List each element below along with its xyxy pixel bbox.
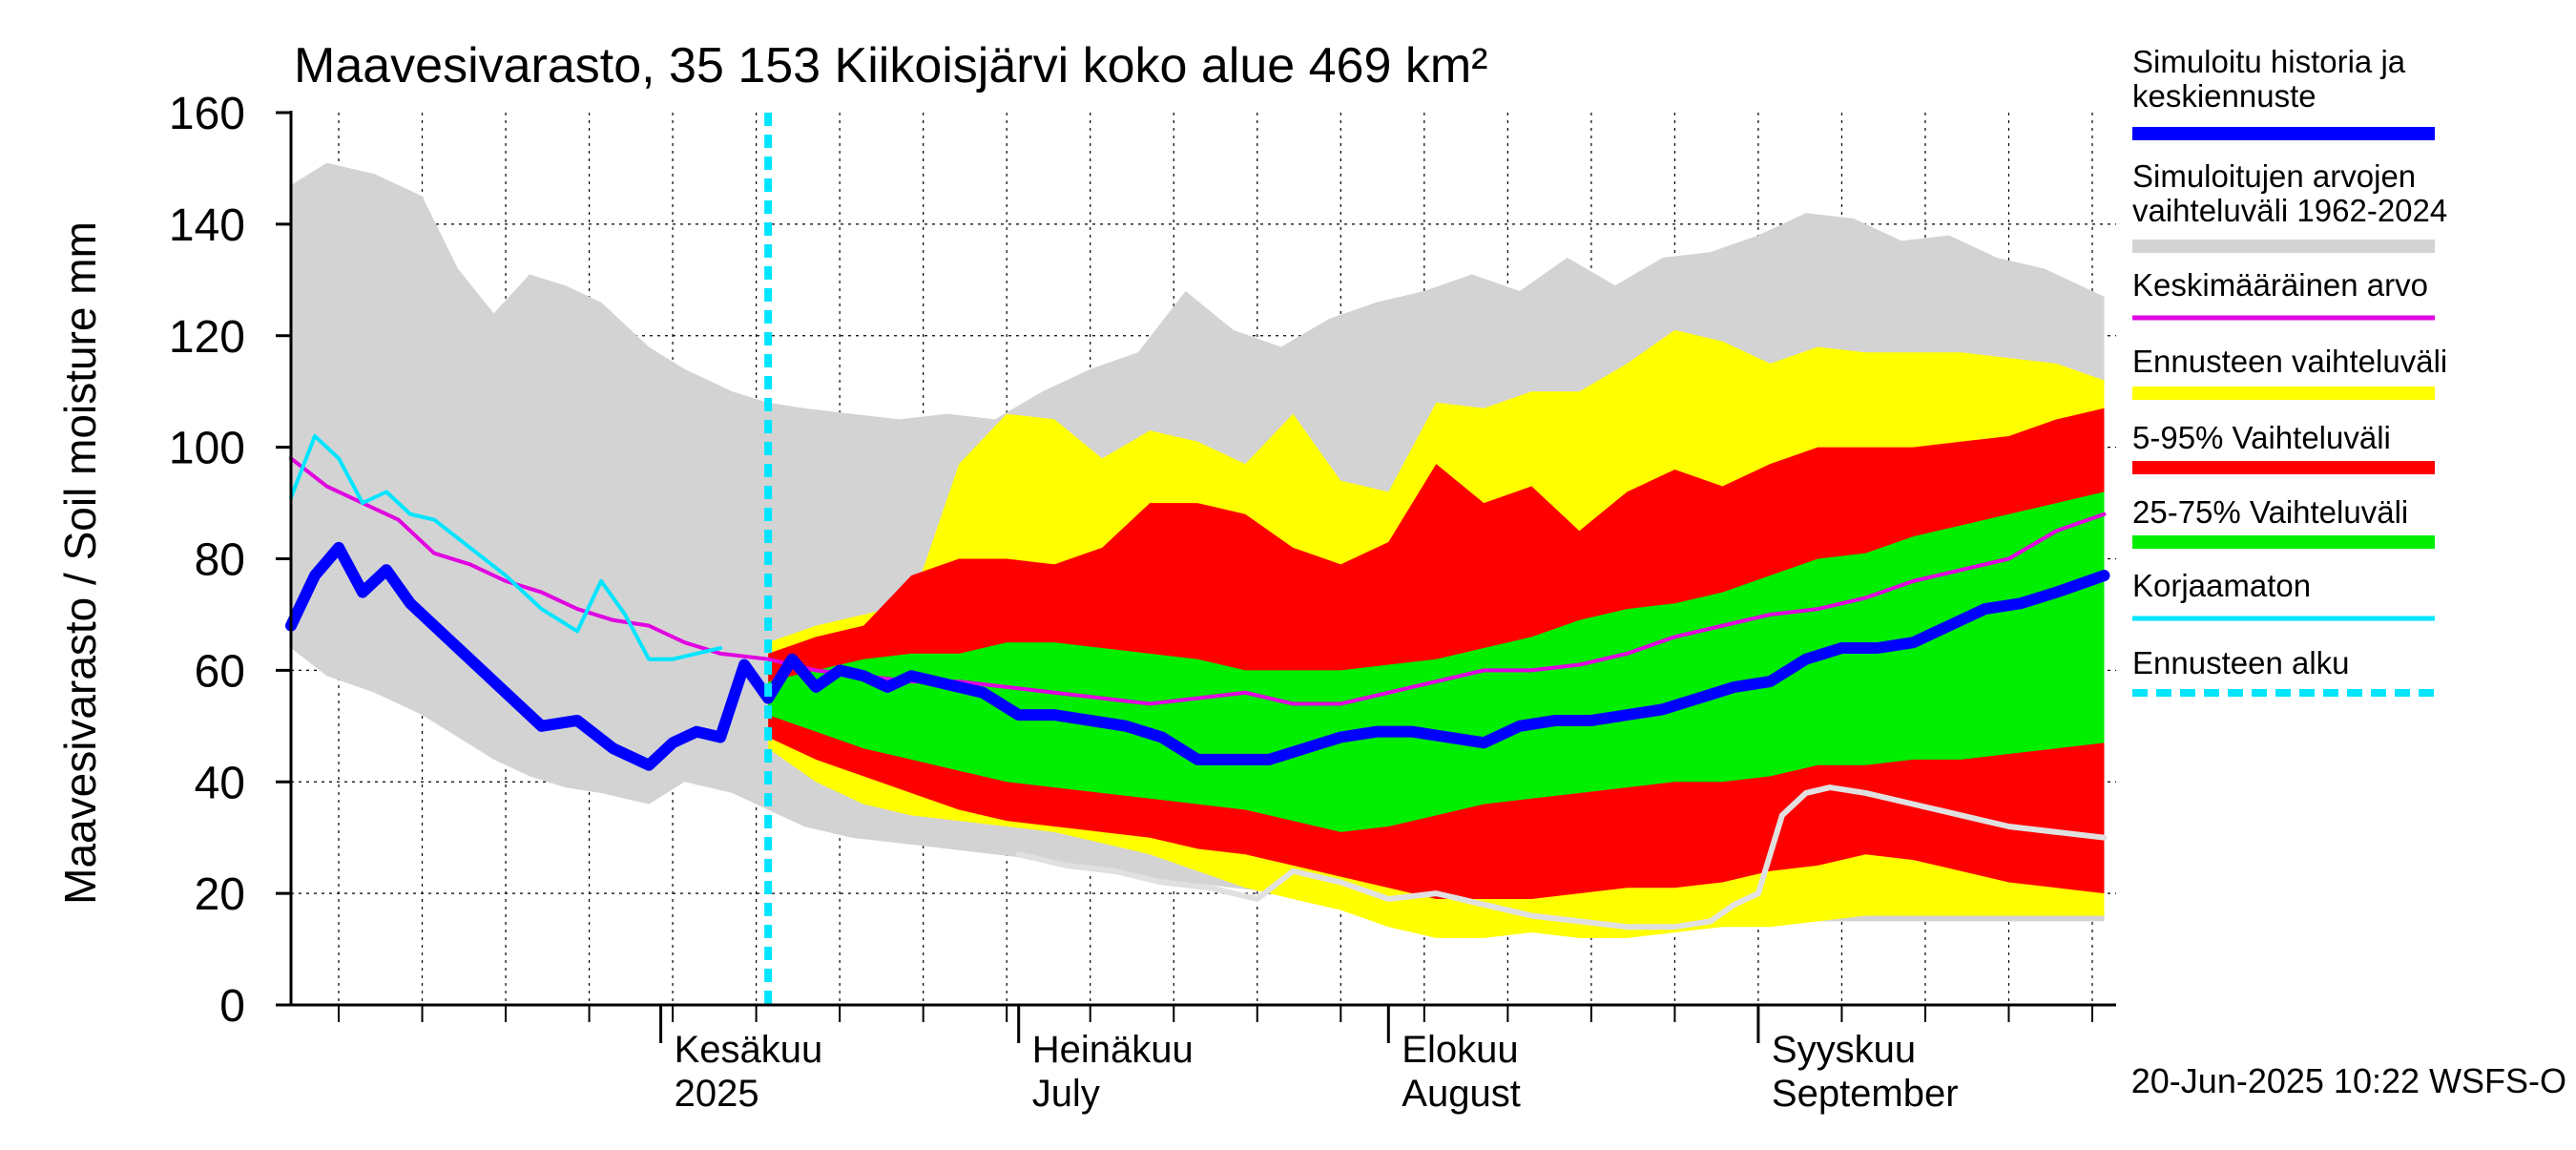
legend-label: Korjaamaton [2132,568,2311,603]
legend-label: 25-75% Vaihteluväli [2132,494,2408,530]
legend-label: Ennusteen alku [2132,645,2350,680]
y-tick-label: 100 [169,424,245,474]
y-tick-label: 20 [195,869,245,920]
y-tick-label: 160 [169,89,245,139]
y-tick-label: 40 [195,758,245,808]
legend-label: Ennusteen vaihteluväli [2132,344,2447,379]
min-history-line [1015,784,2108,930]
x-tick-label-month: Elokuu [1402,1029,1518,1071]
y-axis-label: Maavesivarasto / Soil moisture mm [55,221,105,905]
legend-label: keskiennuste [2132,78,2316,114]
x-tick-label-sub: July [1032,1073,1100,1115]
x-tick-label-sub: 2025 [675,1073,759,1115]
series-lines [285,113,2110,1005]
y-tick-label: 60 [195,646,245,697]
range-bands [291,162,2105,938]
legend-label: Simuloitu historia ja [2132,44,2406,79]
legend-label: 5-95% Vaihteluväli [2132,420,2391,455]
chart-title: Maavesivarasto, 35 153 Kiikoisjärvi koko… [294,38,1487,94]
x-tick-label-month: Syyskuu [1772,1029,1916,1071]
x-tick-label-month: Kesäkuu [675,1029,823,1071]
y-tick-label: 0 [219,981,245,1032]
uncorrected-line [289,433,723,661]
x-tick-label-month: Heinäkuu [1032,1029,1194,1071]
x-tick-label-sub: August [1402,1073,1521,1115]
mean-line [289,456,2107,706]
simulated-line [285,541,2110,771]
timestamp: 20-Jun-2025 10:22 WSFS-O [2131,1061,2566,1100]
y-tick-label: 80 [195,535,245,586]
y-tick-label: 120 [169,312,245,363]
legend-label: vaihteluväli 1962-2024 [2132,193,2447,228]
y-tick-label: 140 [169,200,245,251]
band-25-75 [768,491,2105,832]
legend-label: Keskimääräinen arvo [2132,267,2428,303]
legend-label: Simuloitujen arvojen [2132,158,2416,194]
x-tick-label-sub: September [1772,1073,1959,1115]
